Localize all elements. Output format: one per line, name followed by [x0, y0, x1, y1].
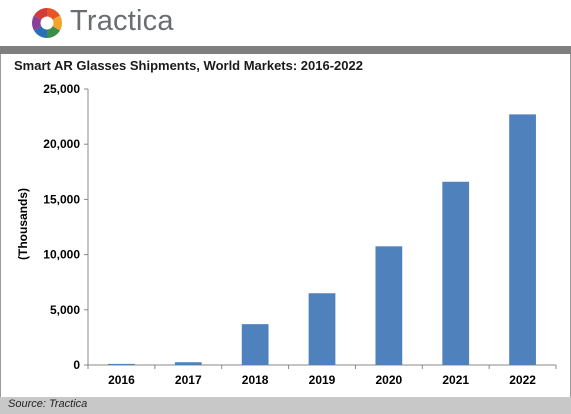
bar-2021	[442, 181, 470, 365]
footer-bar: Source: Tractica	[0, 397, 571, 414]
bar-2017	[174, 362, 202, 365]
logo-petal	[47, 15, 62, 31]
bar-2022	[509, 114, 536, 365]
source-note: Source: Tractica	[8, 398, 88, 410]
y-tick-label: 10,000	[43, 248, 80, 262]
x-tick-label: 2022	[509, 373, 536, 387]
tractica-logo-icon	[32, 8, 62, 38]
bar-2016	[108, 363, 135, 365]
x-tick-label: 2017	[175, 373, 202, 387]
x-tick-label: 2020	[376, 373, 403, 387]
logo-center	[40, 16, 54, 30]
x-tick-label: 2021	[442, 373, 469, 387]
y-tick-label: 0	[73, 358, 80, 372]
y-tick-label: 25,000	[43, 82, 80, 96]
header-divider	[0, 46, 571, 54]
header: Tractica	[0, 0, 571, 46]
bar-2018	[241, 324, 269, 365]
x-tick-label: 2019	[309, 373, 336, 387]
y-tick-label: 20,000	[43, 137, 80, 151]
bar-2019	[308, 293, 336, 365]
bar-2020	[375, 246, 403, 365]
x-tick-label: 2016	[108, 373, 135, 387]
x-tick-label: 2018	[242, 373, 269, 387]
y-tick-label: 15,000	[43, 192, 80, 206]
chart-title: Smart AR Glasses Shipments, World Market…	[14, 58, 363, 73]
brand-name: Tractica	[70, 5, 174, 37]
y-tick-label: 5,000	[50, 303, 80, 317]
logo-petal	[32, 15, 47, 31]
